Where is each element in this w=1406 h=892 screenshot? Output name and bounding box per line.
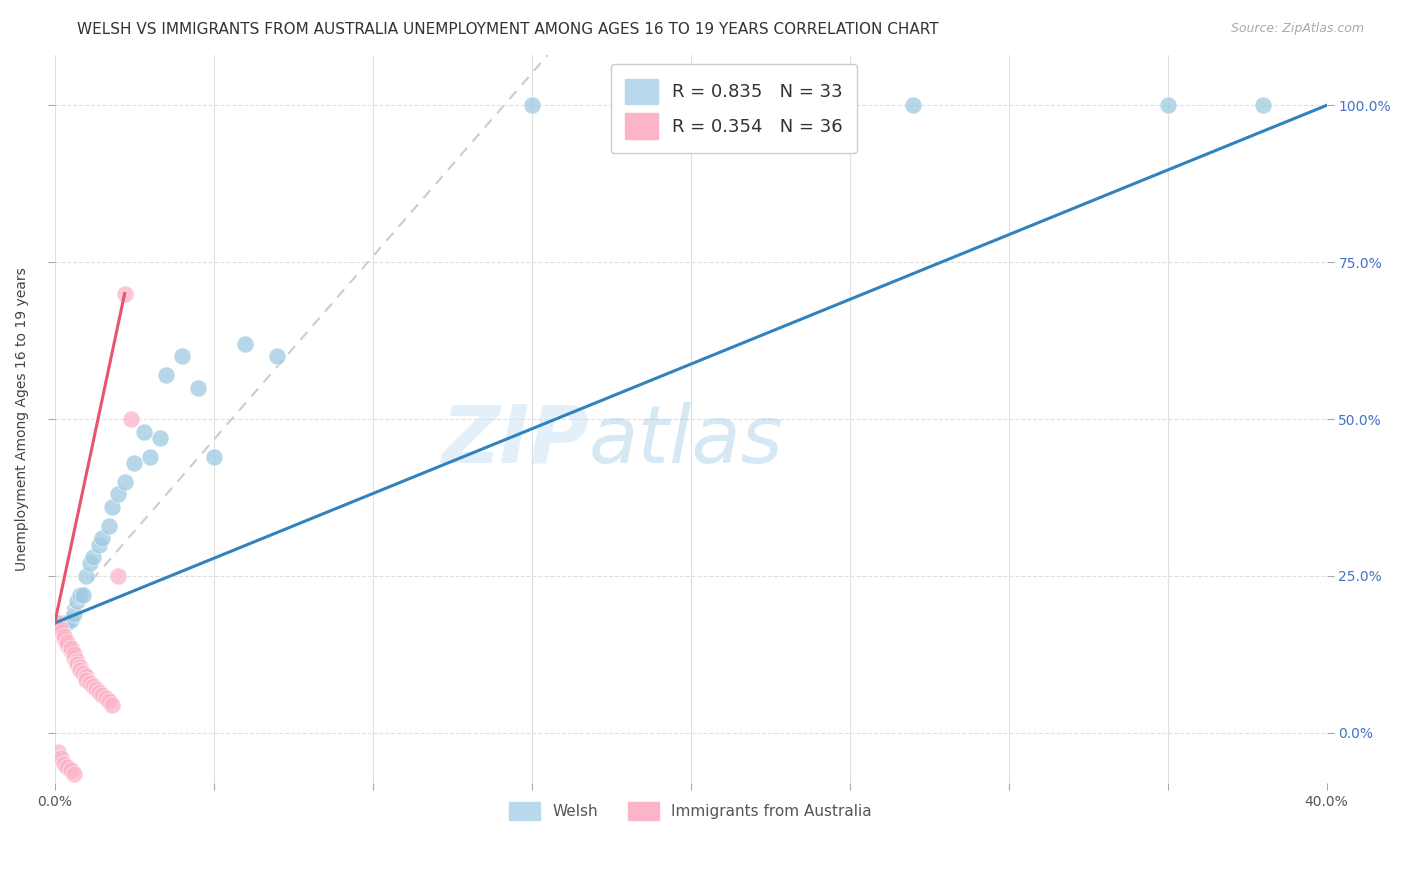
- Point: [62, 607, 84, 621]
- Point: [122, 456, 145, 470]
- Point: [139, 450, 162, 464]
- Point: [59, 644, 82, 658]
- Point: [94, 691, 117, 706]
- Point: [56, 760, 79, 774]
- Point: [46, 615, 69, 630]
- Point: [53, 629, 76, 643]
- Point: [903, 98, 925, 112]
- Text: Source: ZipAtlas.com: Source: ZipAtlas.com: [1230, 22, 1364, 36]
- Point: [679, 98, 702, 112]
- Point: [49, 751, 72, 765]
- Point: [76, 673, 98, 687]
- Point: [1156, 98, 1178, 112]
- Point: [59, 613, 82, 627]
- Point: [170, 349, 193, 363]
- Point: [56, 615, 79, 630]
- Point: [82, 679, 104, 693]
- Point: [66, 657, 89, 671]
- Point: [114, 475, 136, 489]
- Point: [49, 622, 72, 636]
- Point: [97, 518, 120, 533]
- Point: [46, 619, 69, 633]
- Point: [235, 336, 257, 351]
- Point: [120, 412, 142, 426]
- Point: [53, 615, 76, 630]
- Point: [155, 368, 177, 383]
- Point: [69, 660, 91, 674]
- Text: atlas: atlas: [589, 402, 783, 480]
- Point: [89, 685, 111, 699]
- Point: [107, 487, 129, 501]
- Point: [266, 349, 288, 363]
- Point: [49, 625, 72, 640]
- Point: [49, 615, 72, 630]
- Point: [59, 641, 82, 656]
- Text: ZIP: ZIP: [441, 402, 589, 480]
- Point: [69, 588, 91, 602]
- Point: [53, 632, 76, 646]
- Point: [84, 681, 107, 696]
- Point: [91, 531, 114, 545]
- Point: [132, 425, 155, 439]
- Point: [101, 698, 124, 712]
- Point: [82, 550, 104, 565]
- Point: [72, 666, 94, 681]
- Point: [79, 675, 101, 690]
- Point: [1251, 98, 1274, 112]
- Point: [114, 286, 136, 301]
- Point: [46, 615, 69, 630]
- Point: [62, 648, 84, 662]
- Point: [520, 98, 543, 112]
- Point: [107, 569, 129, 583]
- Point: [89, 538, 111, 552]
- Point: [101, 500, 124, 514]
- Point: [56, 638, 79, 652]
- Point: [56, 635, 79, 649]
- Point: [66, 654, 89, 668]
- Point: [53, 757, 76, 772]
- Text: WELSH VS IMMIGRANTS FROM AUSTRALIA UNEMPLOYMENT AMONG AGES 16 TO 19 YEARS CORREL: WELSH VS IMMIGRANTS FROM AUSTRALIA UNEMP…: [77, 22, 939, 37]
- Point: [62, 766, 84, 780]
- Point: [97, 694, 120, 708]
- Legend: Welsh, Immigrants from Australia: Welsh, Immigrants from Australia: [503, 796, 877, 826]
- Point: [76, 569, 98, 583]
- Point: [59, 764, 82, 778]
- Point: [62, 650, 84, 665]
- Point: [69, 663, 91, 677]
- Point: [187, 381, 209, 395]
- Point: [66, 594, 89, 608]
- Point: [46, 745, 69, 759]
- Point: [72, 588, 94, 602]
- Point: [79, 557, 101, 571]
- Point: [202, 450, 225, 464]
- Y-axis label: Unemployment Among Ages 16 to 19 years: Unemployment Among Ages 16 to 19 years: [15, 268, 30, 571]
- Point: [91, 688, 114, 702]
- Point: [76, 669, 98, 683]
- Point: [149, 431, 172, 445]
